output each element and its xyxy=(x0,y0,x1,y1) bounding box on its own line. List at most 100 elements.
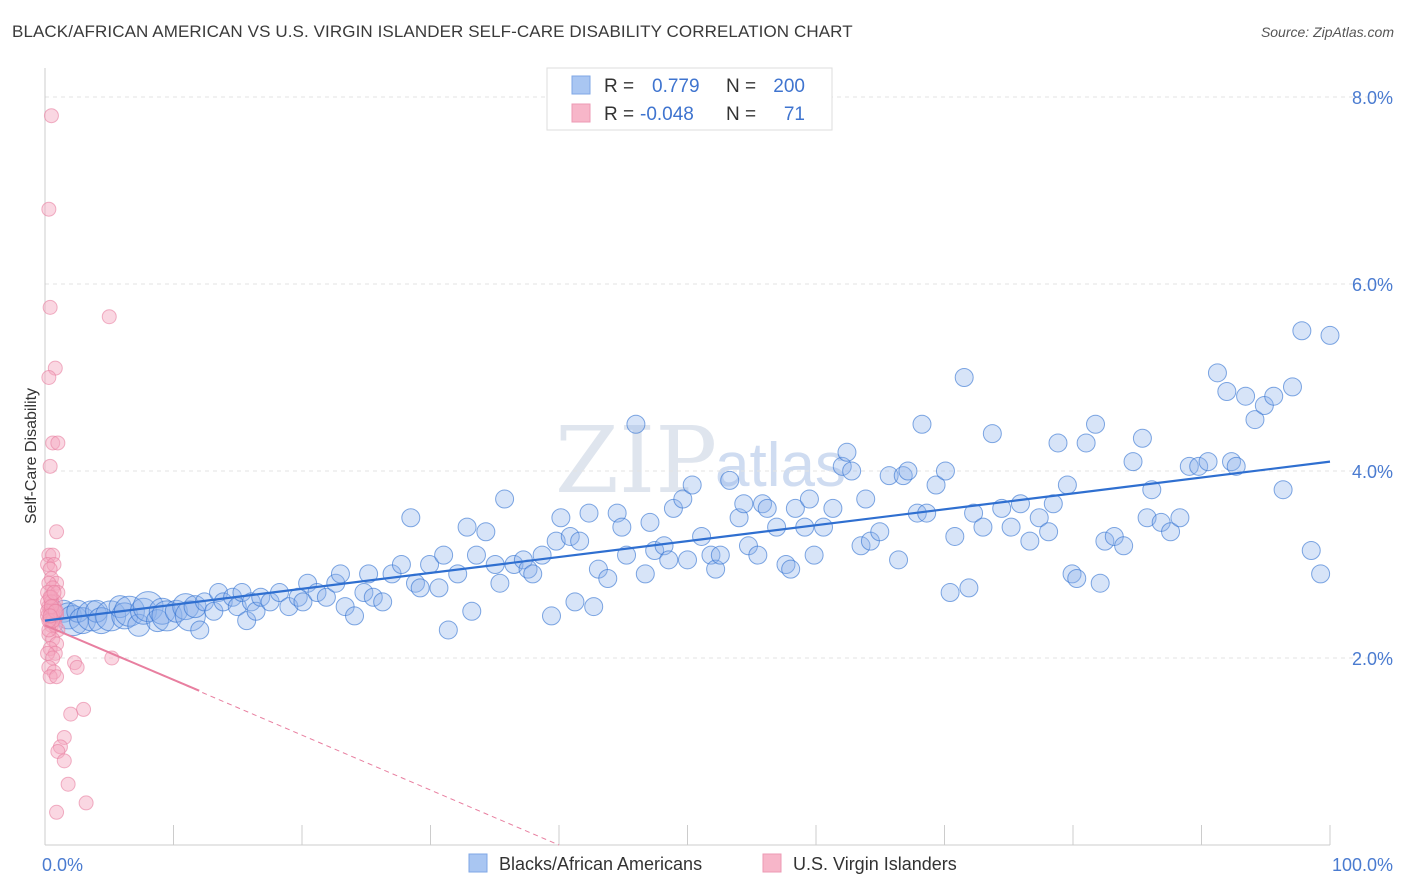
point-blacks-47 xyxy=(359,564,379,584)
point-virgin-islanders-45 xyxy=(76,701,92,717)
point-virgin-islanders-53 xyxy=(49,804,65,820)
point-blacks-137 xyxy=(982,424,1002,444)
point-blacks-38 xyxy=(293,592,313,612)
point-blacks-66 xyxy=(495,489,515,509)
point-blacks-113 xyxy=(814,517,834,537)
point-blacks-100 xyxy=(729,508,749,528)
point-blacks-70 xyxy=(523,564,543,584)
point-blacks-166 xyxy=(1217,382,1237,402)
point-blacks-75 xyxy=(560,526,580,546)
x-tick-label-1: 100.0% xyxy=(1332,855,1393,875)
point-blacks-122 xyxy=(879,466,899,486)
point-virgin-islanders-50 xyxy=(56,753,72,769)
point-blacks-177 xyxy=(1311,564,1331,584)
x-tick-label-0: 0.0% xyxy=(42,855,83,875)
point-virgin-islanders-43 xyxy=(42,669,58,685)
point-blacks-32 xyxy=(246,601,266,621)
point-blacks-127 xyxy=(912,414,932,434)
point-blacks-57 xyxy=(434,545,454,565)
point-blacks-72 xyxy=(541,606,561,626)
point-blacks-152 xyxy=(1095,531,1115,551)
point-blacks-136 xyxy=(973,517,993,537)
trend-lines xyxy=(44,460,1331,846)
legend-n-value-virgin-islanders: 71 xyxy=(784,104,805,125)
point-blacks-133 xyxy=(954,368,974,387)
point-blacks-48 xyxy=(363,587,383,607)
point-blacks-114 xyxy=(823,498,843,518)
point-virgin-islanders-48 xyxy=(52,739,68,755)
point-blacks-22 xyxy=(190,620,210,640)
point-blacks-86 xyxy=(635,564,655,584)
point-blacks-160 xyxy=(1161,522,1181,542)
point-blacks-132 xyxy=(945,526,965,546)
point-blacks-56 xyxy=(429,578,449,598)
point-blacks-43 xyxy=(330,564,350,584)
point-blacks-76 xyxy=(565,592,585,612)
trend-line-virgin-islanders-solid xyxy=(44,624,200,692)
point-blacks-41 xyxy=(316,587,336,607)
legend-n-label-blacks: N = xyxy=(726,76,756,97)
point-virgin-islanders-3 xyxy=(101,309,117,325)
point-blacks-157 xyxy=(1137,508,1157,528)
point-blacks-61 xyxy=(462,601,482,621)
point-blacks-17 xyxy=(151,600,183,632)
point-blacks-149 xyxy=(1076,433,1096,453)
point-blacks-31 xyxy=(241,592,261,612)
bottom-legend-label-blacks: Blacks/African Americans xyxy=(499,854,702,874)
point-blacks-109 xyxy=(785,498,805,518)
point-blacks-173 xyxy=(1273,480,1293,500)
point-blacks-111 xyxy=(799,489,819,509)
legend-swatch-blacks xyxy=(571,75,591,95)
point-virgin-islanders-8 xyxy=(42,458,58,474)
point-blacks-172 xyxy=(1264,386,1284,406)
bottom-legend-swatch-virgin-islanders xyxy=(762,853,782,873)
point-blacks-77 xyxy=(570,531,590,551)
point-virgin-islanders-1 xyxy=(41,201,57,217)
point-blacks-156 xyxy=(1132,428,1152,448)
point-virgin-islanders-65 xyxy=(46,585,62,601)
point-blacks-59 xyxy=(448,564,468,584)
point-blacks-134 xyxy=(959,578,979,598)
point-blacks-112 xyxy=(804,545,824,565)
bottom-legend-label-virgin-islanders: U.S. Virgin Islanders xyxy=(793,854,957,874)
series-blacks xyxy=(52,321,1340,640)
point-blacks-54 xyxy=(410,578,430,598)
y-tick-label-3: 8.0% xyxy=(1352,88,1393,108)
y-tick-label-0: 2.0% xyxy=(1352,649,1393,669)
point-blacks-123 xyxy=(889,550,909,570)
point-blacks-170 xyxy=(1245,410,1265,430)
point-blacks-141 xyxy=(1020,531,1040,551)
point-blacks-148 xyxy=(1067,569,1087,589)
point-blacks-178 xyxy=(1320,325,1340,345)
point-blacks-45 xyxy=(345,606,365,626)
point-blacks-49 xyxy=(373,592,393,612)
point-blacks-130 xyxy=(935,461,955,481)
point-blacks-121 xyxy=(870,522,890,542)
point-blacks-78 xyxy=(579,503,599,523)
point-blacks-161 xyxy=(1170,508,1190,528)
point-blacks-82 xyxy=(607,503,627,523)
point-virgin-islanders-44 xyxy=(49,669,65,685)
point-blacks-139 xyxy=(1001,517,1021,537)
point-virgin-islanders-41 xyxy=(69,659,85,675)
bottom-legend: Blacks/African Americans U.S. Virgin Isl… xyxy=(468,853,957,874)
point-virgin-islanders-7 xyxy=(50,435,66,451)
point-blacks-169 xyxy=(1236,386,1256,406)
point-blacks-106 xyxy=(767,517,787,537)
point-virgin-islanders-35 xyxy=(47,645,63,661)
point-blacks-165 xyxy=(1207,363,1227,383)
y-axis-label: Self-Care Disability xyxy=(23,388,40,524)
watermark: ZIP atlas xyxy=(555,407,846,514)
point-blacks-99 xyxy=(720,470,740,490)
point-blacks-135 xyxy=(964,503,984,523)
legend-swatch-virgin-islanders xyxy=(571,103,591,123)
point-blacks-81 xyxy=(598,569,618,589)
point-blacks-90 xyxy=(659,550,679,570)
point-blacks-19 xyxy=(172,593,200,621)
point-blacks-143 xyxy=(1039,522,1059,542)
source-label: Source: ZipAtlas.com xyxy=(1260,24,1394,40)
point-blacks-119 xyxy=(856,489,876,509)
point-blacks-25 xyxy=(209,583,229,603)
point-blacks-146 xyxy=(1057,475,1077,495)
point-blacks-85 xyxy=(626,414,646,434)
